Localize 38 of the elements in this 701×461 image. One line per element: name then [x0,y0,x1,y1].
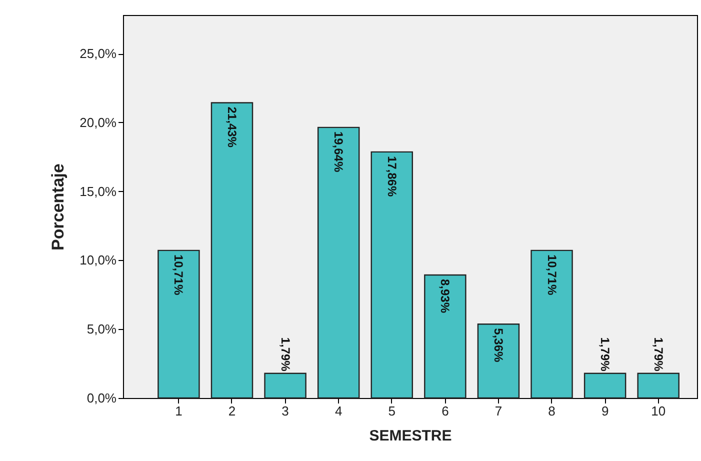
x-tick-label: 1 [175,404,182,418]
x-tick-label: 7 [494,404,502,418]
x-tick-label: 6 [442,404,449,418]
x-tick-label: 5 [388,404,396,418]
x-tick-label: 8 [548,404,556,418]
y-tick-label: 10,0% [80,252,117,268]
y-tick-label: 5,0% [86,322,117,337]
bar [584,372,626,399]
bar [637,372,680,399]
y-tick-label: 15,0% [80,184,117,199]
y-tick-label: 0,0% [86,390,117,406]
y-axis-title: Porcentaje [48,164,68,250]
bar [264,372,306,399]
data-label: 1,79% [278,337,292,372]
data-label: 21,43% [224,106,239,148]
data-label: 8,93% [438,278,452,314]
data-label: 10,71% [544,254,559,296]
data-label: 17,86% [384,156,399,197]
x-tick-label: 3 [282,404,289,418]
data-label: 5,36% [491,328,506,363]
bar [317,126,360,399]
bar [530,250,573,399]
data-label: 10,71% [172,254,186,296]
bar [477,324,520,399]
x-tick-label: 10 [651,404,666,418]
x-axis-title: SEMESTRE [369,428,452,444]
y-tick-label: 25,0% [80,46,117,62]
x-tick-label: 2 [228,404,236,418]
data-label: 19,64% [332,131,346,172]
x-tick-label: 9 [601,404,609,418]
bar [370,151,413,399]
x-tick-label: 4 [334,404,342,418]
bar [158,250,200,399]
y-tick-label: 20,0% [80,114,117,130]
bar [424,274,466,399]
data-label: 1,79% [651,337,666,372]
data-label: 1,79% [598,337,612,372]
bar [210,102,254,399]
